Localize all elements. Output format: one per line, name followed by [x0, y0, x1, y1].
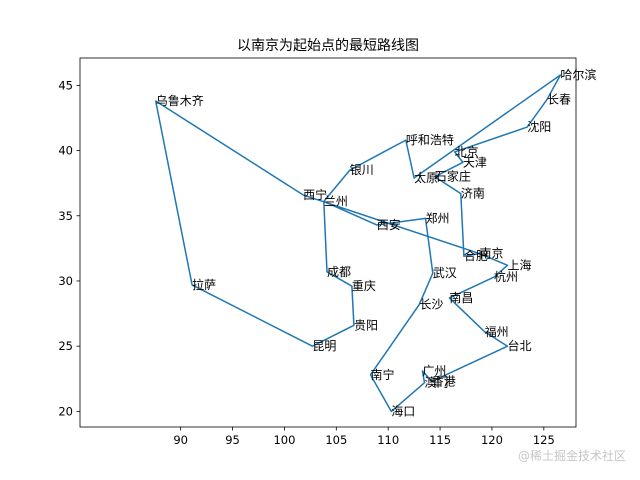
city-label: 沈阳: [527, 119, 551, 134]
city-label: 西宁: [303, 187, 327, 202]
city-label: 郑州: [426, 210, 450, 225]
plot-area: [154, 74, 562, 413]
x-tick-label: 90: [173, 433, 188, 447]
x-tick-label: 110: [377, 433, 399, 447]
city-label: 昆明: [312, 339, 336, 353]
city-label: 南宁: [371, 367, 395, 382]
x-tick-label: 105: [325, 433, 347, 447]
y-tick-label: 30: [58, 274, 73, 288]
city-label: 上海: [508, 257, 532, 272]
city-label: 重庆: [352, 279, 376, 293]
city-label: 成都: [327, 265, 351, 279]
x-tick-label: 100: [273, 433, 295, 447]
y-tick-label: 20: [58, 404, 73, 418]
axes-frame: [79, 57, 577, 428]
x-tick-label: 115: [429, 433, 451, 447]
y-tick-label: 40: [58, 144, 73, 158]
city-label: 乌鲁木齐: [156, 93, 204, 108]
route-line: [154, 74, 562, 413]
city-label: 西安: [377, 217, 401, 232]
city-label: 杭州: [494, 269, 518, 284]
city-label: 哈尔滨: [560, 67, 596, 82]
city-label: 福州: [485, 324, 509, 339]
chart-title: 以南京为起始点的最短路线图: [237, 38, 419, 54]
city-label: 北京: [455, 145, 479, 159]
city-label: 天津: [463, 155, 487, 169]
city-label: 台北: [508, 338, 532, 353]
city-label: 南昌: [449, 290, 473, 305]
city-label: 长沙: [419, 297, 443, 311]
watermark-text: @稀土掘金技术社区: [517, 449, 626, 463]
x-tick-label: 95: [225, 433, 240, 447]
city-label: 拉萨: [192, 277, 216, 292]
city-label: 石家庄: [435, 169, 471, 184]
city-label: 广州: [422, 364, 446, 378]
x-tick-label: 125: [533, 433, 555, 447]
city-label: 济南: [461, 186, 485, 201]
city-label: 太原: [414, 170, 438, 185]
city-label: 呼和浩特: [406, 132, 454, 147]
axes: 90 95 100 105 110 115 120 125 20 25 30 35 40 45: [58, 57, 577, 447]
city-label: 武汉: [433, 266, 457, 280]
city-label: 海口: [391, 403, 415, 418]
y-tick-label: 35: [58, 209, 73, 223]
y-tick-label: 25: [58, 339, 73, 353]
y-tick-label: 45: [58, 78, 73, 92]
city-label: 银川: [350, 163, 374, 177]
city-label: 长春: [547, 93, 571, 107]
city-label: 澳门: [425, 375, 449, 390]
city-label: 兰州: [324, 194, 348, 208]
city-label: 合肥: [464, 248, 488, 263]
city-label: 贵阳: [354, 318, 378, 332]
city-label: 香港: [432, 374, 456, 388]
city-label: 南京: [479, 246, 503, 261]
x-tick-label: 120: [481, 433, 503, 447]
